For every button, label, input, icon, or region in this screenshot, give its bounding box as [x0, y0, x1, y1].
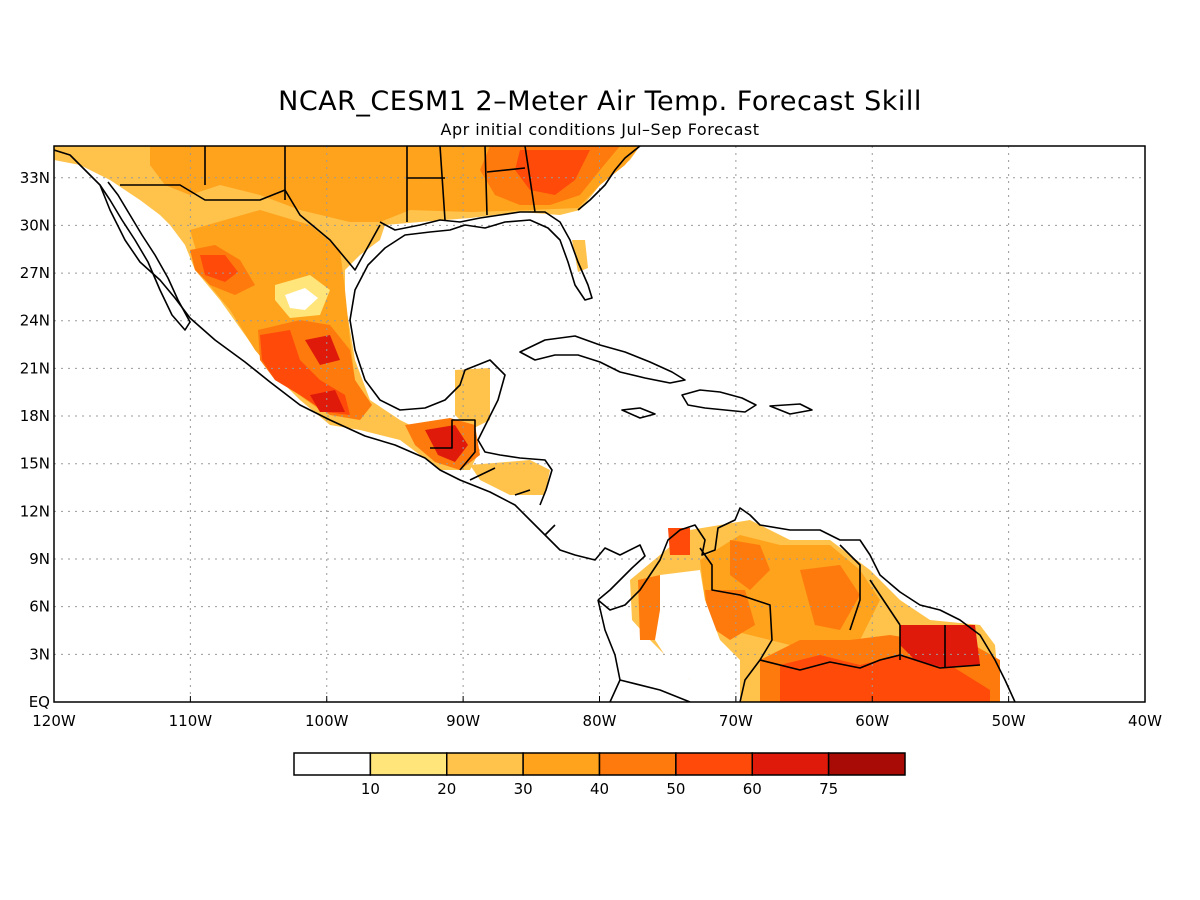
coastline-south-america	[597, 507, 1016, 702]
coastline-cuba	[519, 335, 686, 384]
skill-region-sonora-core	[200, 255, 238, 282]
legend-label: 75	[819, 780, 838, 798]
lon-tick-label: 40W	[1128, 712, 1162, 730]
coastline-colombia-pacific	[597, 599, 621, 702]
color-legend: 10 20 30 40 50 60 75	[293, 752, 906, 798]
lat-tick-label: 12N	[20, 502, 50, 520]
skill-region-guiana-core	[900, 625, 980, 668]
lat-tick-label: 3N	[29, 645, 50, 663]
coastline-puerto-rico	[769, 403, 813, 415]
legend-swatch	[293, 752, 372, 776]
skill-region-yucatan	[455, 368, 490, 430]
lat-tick-label: 27N	[20, 264, 50, 282]
lat-tick-label: EQ	[29, 693, 50, 711]
coastlines	[54, 146, 1016, 702]
lat-tick-label: 33N	[20, 169, 50, 187]
legend-label: 60	[743, 780, 762, 798]
legend-label: 50	[666, 780, 685, 798]
border-peru-colombia	[619, 679, 691, 702]
lat-tick-label: 9N	[29, 550, 50, 568]
lon-tick-label: 100W	[305, 712, 349, 730]
skill-shading	[54, 146, 1000, 702]
legend-label: 10	[361, 780, 380, 798]
coastline-jamaica	[621, 407, 656, 419]
skill-region-georgia-core	[515, 150, 590, 195]
border-guatemala	[430, 419, 476, 471]
lon-tick-label: 70W	[719, 712, 753, 730]
skill-region-colombia-center	[705, 590, 755, 640]
border-brazil	[759, 654, 981, 671]
lat-tick-label: 21N	[20, 359, 50, 377]
legend-swatch	[446, 752, 524, 776]
lon-tick-label: 80W	[583, 712, 617, 730]
coastline-gulf	[349, 211, 593, 506]
legend-swatch	[522, 752, 601, 776]
skill-region-colombia-white	[655, 570, 740, 702]
skill-region-venezuela-east	[800, 565, 860, 630]
skill-region-colombia-north	[668, 528, 690, 555]
legend-label: 40	[590, 780, 609, 798]
lon-tick-label: 50W	[992, 712, 1026, 730]
coastline-east-us	[577, 146, 641, 211]
skill-region-venezuela-core	[730, 540, 770, 590]
lat-tick-label: 15N	[20, 455, 50, 473]
skill-region-guerrero-core	[310, 390, 345, 412]
border-central-america	[469, 467, 556, 536]
lon-axis: 120W 110W 100W 90W 80W 70W 60W 50W 40W	[32, 696, 1162, 730]
legend-swatch	[369, 752, 448, 776]
lat-tick-label: 18N	[20, 407, 50, 425]
legend-label: 20	[437, 780, 456, 798]
legend-swatch	[827, 752, 906, 776]
border-colombia-venezuela	[699, 547, 773, 702]
legend-label: 30	[514, 780, 533, 798]
lon-tick-label: 120W	[32, 712, 76, 730]
coastline-hispaniola	[681, 389, 757, 413]
skill-region-jalisco-core	[305, 335, 340, 365]
skill-region-guatemala-core	[425, 425, 468, 462]
lat-tick-label: 6N	[29, 598, 50, 616]
legend-swatch	[751, 752, 830, 776]
lat-tick-label: 30N	[20, 216, 50, 234]
map-subtitle: Apr initial conditions Jul–Sep Forecast	[440, 120, 760, 139]
border-us-states	[204, 146, 536, 222]
map-title: NCAR_CESM1 2–Meter Air Temp. Forecast Sk…	[278, 86, 922, 117]
skill-region-honduras	[470, 460, 550, 495]
coastline-baja	[99, 181, 191, 331]
legend-swatch	[675, 752, 753, 776]
lon-tick-label: 60W	[855, 712, 889, 730]
lat-axis: 33N 30N 27N 24N 21N 18N 15N 12N 9N 6N 3N EQ	[20, 169, 50, 711]
skill-region-florida	[572, 240, 588, 272]
lon-tick-label: 110W	[169, 712, 213, 730]
coastline-north-america	[54, 149, 646, 601]
lat-tick-label: 24N	[20, 312, 50, 330]
border-venezuela-guyana	[839, 544, 946, 668]
legend-swatch	[598, 752, 677, 776]
lon-tick-label: 90W	[446, 712, 480, 730]
skill-region-white-hole-inner	[285, 288, 318, 310]
